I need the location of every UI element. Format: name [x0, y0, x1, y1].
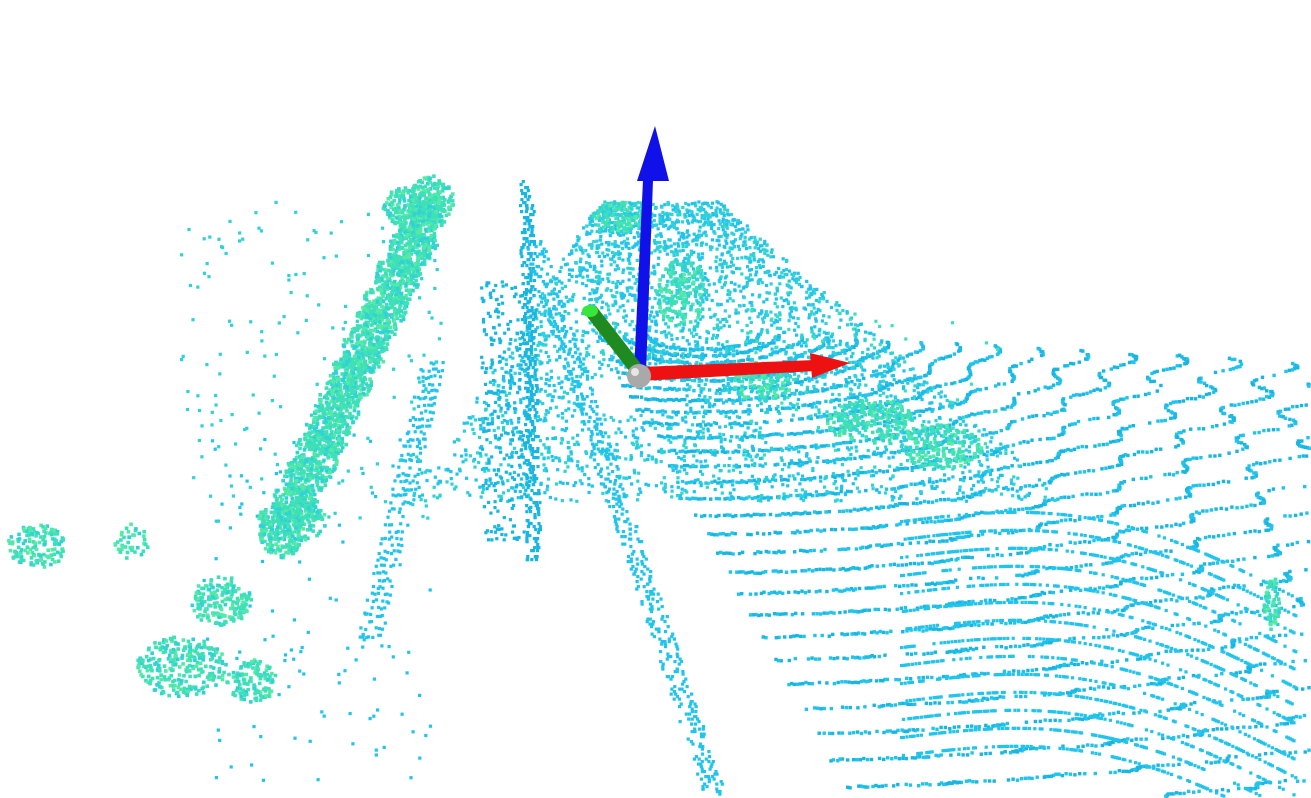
- vegetation-points: [7, 174, 1282, 704]
- coordinate-axes: [582, 126, 850, 388]
- y-axis-arrow: [582, 305, 641, 372]
- x-axis-arrow: [640, 353, 850, 381]
- origin-sphere: [627, 364, 651, 388]
- z-axis-arrow: [634, 126, 669, 372]
- ground-points: [202, 180, 1311, 798]
